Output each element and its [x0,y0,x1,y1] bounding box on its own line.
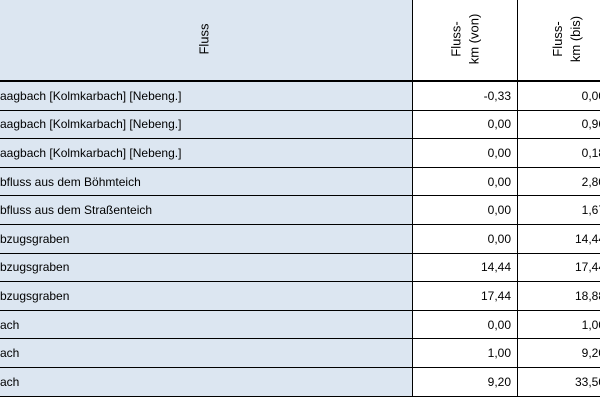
km-value: 33,50 [574,374,600,389]
river-name-cell: bzugsgraben [0,253,413,283]
km-cell: 0,00 [413,167,518,197]
river-name: bfluss aus dem Straßenteich [0,203,153,218]
km-value: 1,00 [487,346,511,361]
river-name: ach [0,317,20,332]
header-label: Fluss [197,23,212,55]
km-value: 1,00 [581,317,600,332]
river-name-cell: aagbach [Kolmkarbach] [Nebeng.] [0,139,413,168]
header-text: Fluss-km (bis) [550,16,586,62]
header-cell: Fluss-km (von) [413,0,518,82]
river-name-cell: ach [0,310,413,340]
river-name-cell: aagbach [Kolmkarbach] [Nebeng.] [0,82,413,111]
km-value: 0,18 [581,145,600,160]
river-name: aagbach [Kolmkarbach] [Nebeng.] [0,117,182,132]
river-name: bzugsgraben [0,260,70,275]
river-name-cell: bzugsgraben [0,282,413,311]
river-name: bfluss aus dem Böhmteich [0,174,141,189]
km-cell: 9,20 [518,339,600,368]
km-cell: 0,00 [413,139,518,168]
km-cell: 33,50 [518,368,600,397]
river-name-cell: ach [0,339,413,368]
river-name: bzugsgraben [0,231,70,246]
header-cell: Fluss [0,0,413,82]
km-value: -0,33 [483,88,511,103]
river-name: ach [0,374,20,389]
km-value: 14,44 [480,260,511,275]
km-cell: 1,67 [518,196,600,225]
km-cell: 1,00 [413,339,518,368]
km-value: 14,44 [574,231,600,246]
river-name-cell: aagbach [Kolmkarbach] [Nebeng.] [0,110,413,140]
river-name-cell: bfluss aus dem Böhmteich [0,167,413,197]
km-cell: 17,44 [518,254,600,283]
km-value: 0,00 [487,203,511,218]
header-line: Fluss- [448,21,463,57]
km-cell: 9,20 [413,368,518,397]
river-name-cell: ach [0,368,413,397]
km-value: 17,44 [480,288,511,303]
river-name: bzugsgraben [0,288,70,303]
header-text: Fluss [196,23,214,54]
km-cell: 0,00 [518,82,600,111]
river-name-cell: bfluss aus dem Straßenteich [0,196,413,225]
km-cell: 1,00 [518,311,600,340]
km-cell: 14,44 [518,225,600,254]
km-value: 0,96 [581,117,600,132]
km-cell: -0,33 [413,82,518,111]
km-value: 0,00 [487,174,511,189]
header-line: km (bis) [568,15,584,63]
km-cell: 2,80 [518,168,600,197]
km-value: 18,88 [574,288,600,303]
km-cell: 14,44 [413,253,518,283]
header-text: Fluss-km (von) [447,14,483,65]
km-value: 2,80 [581,174,600,189]
header-cell: Fluss-km (bis) [518,0,600,82]
km-cell: 0,00 [413,110,518,140]
km-cell: 0,00 [413,310,518,340]
km-value: 9,20 [581,346,600,361]
km-value: 0,00 [487,231,511,246]
km-cell: 0,00 [413,196,518,225]
km-cell: 17,44 [413,282,518,311]
header-line: Fluss- [550,21,566,57]
km-value: 0,00 [487,317,511,332]
river-name: aagbach [Kolmkarbach] [Nebeng.] [0,88,182,103]
km-value: 17,44 [574,260,600,275]
km-value: 0,00 [581,88,600,103]
km-value: 0,00 [487,117,511,132]
km-cell: 0,00 [413,225,518,254]
km-value: 9,20 [487,374,511,389]
header-line: km (von) [466,13,481,65]
km-cell: 18,88 [518,282,600,311]
km-value: 0,00 [487,145,511,160]
river-name-cell: bzugsgraben [0,225,413,254]
km-value: 1,67 [581,203,600,218]
river-name: aagbach [Kolmkarbach] [Nebeng.] [0,145,182,160]
km-cell: 0,18 [518,139,600,168]
river-name: ach [0,346,20,361]
km-cell: 0,96 [518,111,600,140]
